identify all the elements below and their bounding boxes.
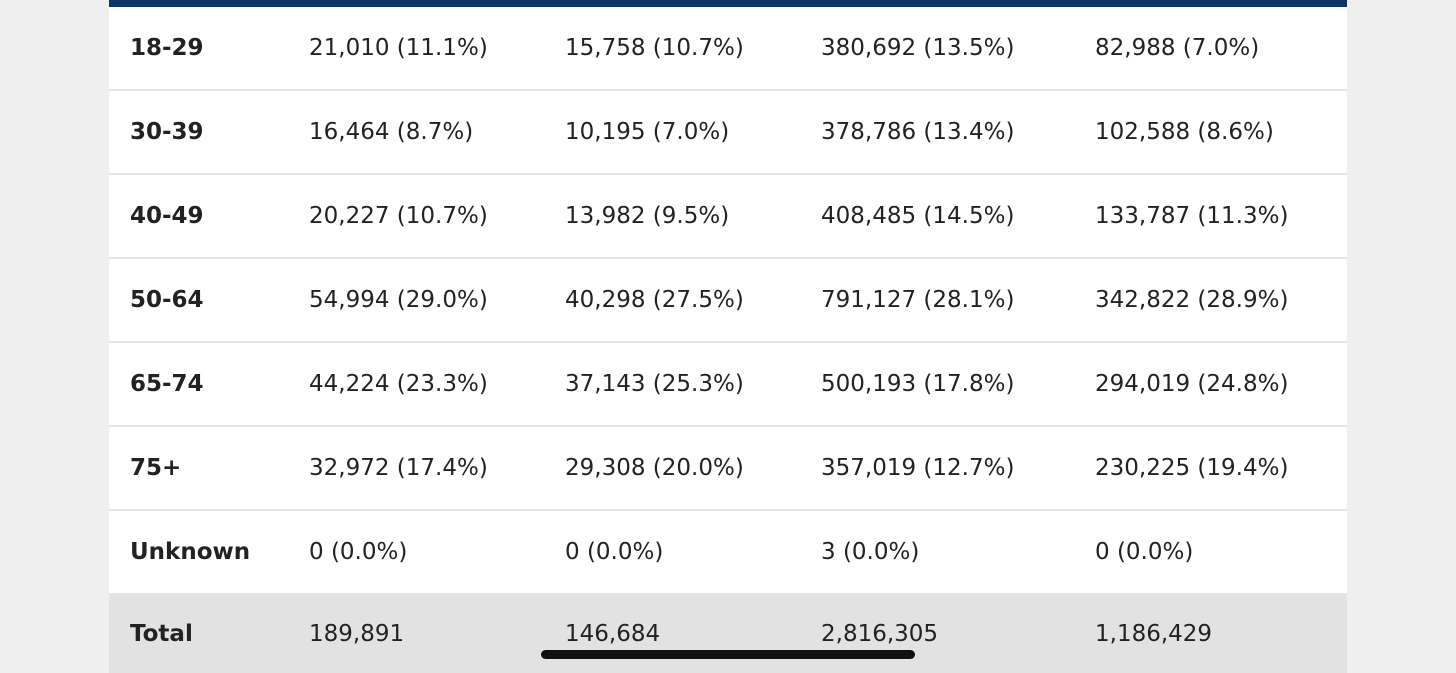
data-table: 18-29 21,010 (11.1%) 15,758 (10.7%) 380,… [109, 0, 1347, 673]
total-cell: 146,684 [565, 621, 661, 647]
table-cell: 82,988 (7.0%) [1095, 35, 1260, 61]
table-cell: 500,193 (17.8%) [821, 371, 1015, 397]
table-row: 65-74 44,224 (23.3%) 37,143 (25.3%) 500,… [109, 343, 1347, 427]
total-cell: 1,186,429 [1095, 621, 1213, 647]
table-cell: 357,019 (12.7%) [821, 455, 1015, 481]
age-group-cell: 40-49 [130, 203, 204, 229]
table-row: 18-29 21,010 (11.1%) 15,758 (10.7%) 380,… [109, 7, 1347, 91]
age-group-cell: 18-29 [130, 35, 204, 61]
table-row: 75+ 32,972 (17.4%) 29,308 (20.0%) 357,01… [109, 427, 1347, 511]
age-group-cell: 50-64 [130, 287, 204, 313]
table-cell: 16,464 (8.7%) [309, 119, 474, 145]
total-cell: 2,816,305 [821, 621, 939, 647]
table-cell: 40,298 (27.5%) [565, 287, 744, 313]
table-row: 30-39 16,464 (8.7%) 10,195 (7.0%) 378,78… [109, 91, 1347, 175]
table-cell: 21,010 (11.1%) [309, 35, 488, 61]
table-cell: 44,224 (23.3%) [309, 371, 488, 397]
table-cell: 20,227 (10.7%) [309, 203, 488, 229]
total-label: Total [130, 621, 193, 647]
table-cell: 230,225 (19.4%) [1095, 455, 1289, 481]
table-cell: 29,308 (20.0%) [565, 455, 744, 481]
table-cell: 342,822 (28.9%) [1095, 287, 1289, 313]
table-cell: 294,019 (24.8%) [1095, 371, 1289, 397]
age-group-cell: Unknown [130, 539, 251, 565]
table-cell: 10,195 (7.0%) [565, 119, 730, 145]
table-cell: 37,143 (25.3%) [565, 371, 744, 397]
table-cell: 408,485 (14.5%) [821, 203, 1015, 229]
total-row: Total 189,891 146,684 2,816,305 1,186,42… [109, 595, 1347, 673]
table-cell: 102,588 (8.6%) [1095, 119, 1274, 145]
table-cell: 32,972 (17.4%) [309, 455, 488, 481]
age-group-cell: 75+ [130, 455, 182, 481]
table-row: 40-49 20,227 (10.7%) 13,982 (9.5%) 408,4… [109, 175, 1347, 259]
table-cell: 0 (0.0%) [1095, 539, 1194, 565]
table-cell: 0 (0.0%) [309, 539, 408, 565]
table-cell: 133,787 (11.3%) [1095, 203, 1289, 229]
table-row: Unknown 0 (0.0%) 0 (0.0%) 3 (0.0%) 0 (0.… [109, 511, 1347, 595]
home-indicator-bar[interactable] [541, 650, 915, 659]
age-group-cell: 65-74 [130, 371, 204, 397]
table-cell: 15,758 (10.7%) [565, 35, 744, 61]
table-cell: 378,786 (13.4%) [821, 119, 1015, 145]
table-cell: 54,994 (29.0%) [309, 287, 488, 313]
table-header-bar [109, 0, 1347, 7]
table-cell: 380,692 (13.5%) [821, 35, 1015, 61]
table-row: 50-64 54,994 (29.0%) 40,298 (27.5%) 791,… [109, 259, 1347, 343]
table-cell: 3 (0.0%) [821, 539, 920, 565]
table-cell: 0 (0.0%) [565, 539, 664, 565]
table-cell: 791,127 (28.1%) [821, 287, 1015, 313]
table-cell: 13,982 (9.5%) [565, 203, 730, 229]
total-cell: 189,891 [309, 621, 405, 647]
age-group-cell: 30-39 [130, 119, 204, 145]
